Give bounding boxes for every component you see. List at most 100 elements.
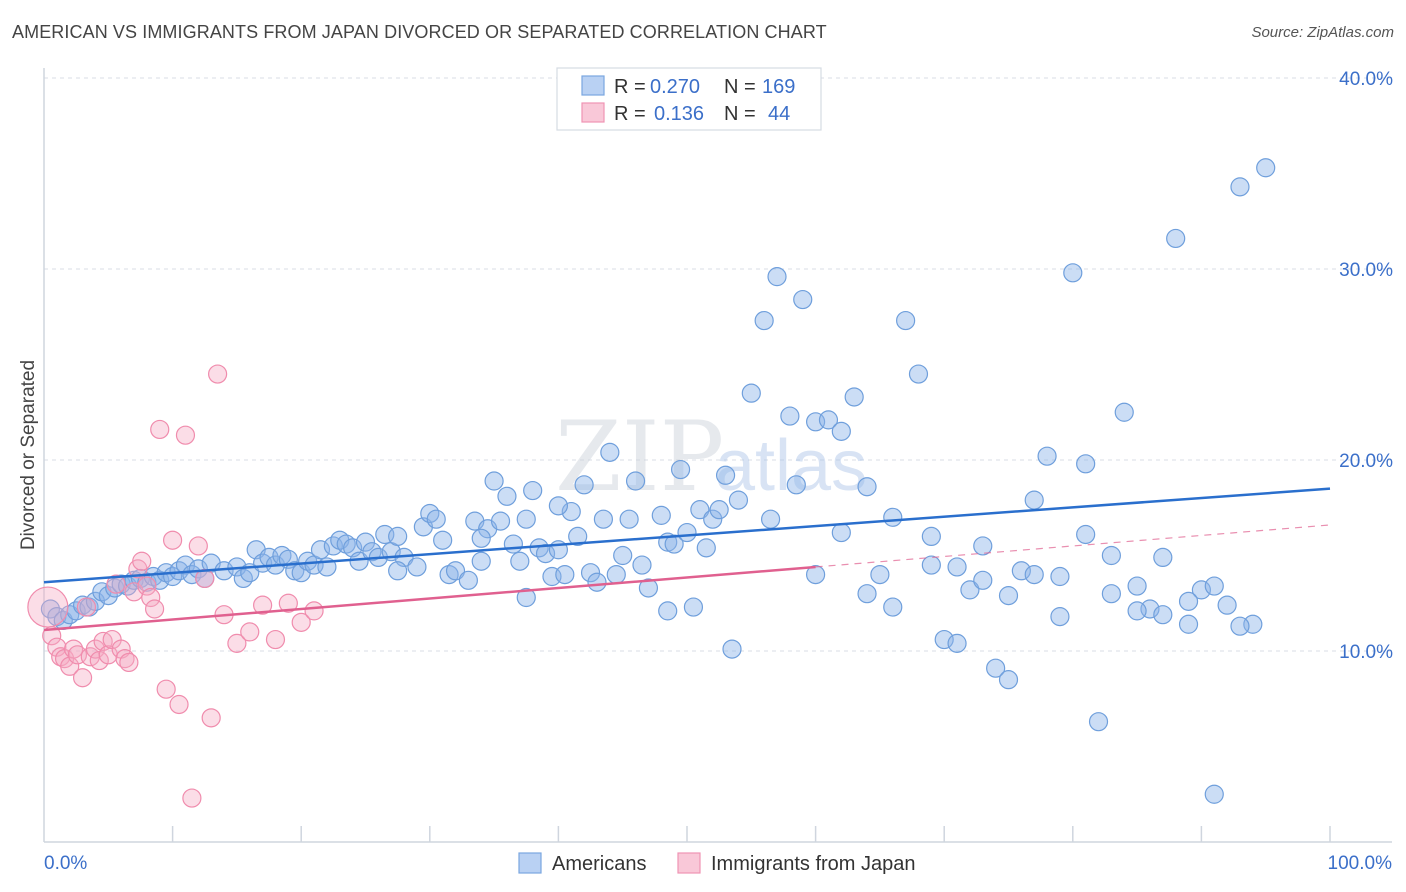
point-americans [754,310,774,331]
point-americans [1037,446,1057,466]
point-americans [921,526,941,547]
watermark: ZIP atlas [555,401,867,513]
point-americans [1101,545,1121,566]
point-japan [163,530,183,550]
point-americans [709,500,729,520]
gridlines [44,77,1392,652]
point-americans [490,511,511,531]
x-tick-label-min: 0.0% [44,853,87,874]
point-americans [471,551,491,571]
point-americans [1076,524,1096,545]
point-americans [831,522,851,543]
point-americans [600,442,620,462]
point-americans [1101,584,1121,604]
point-japan [144,599,165,619]
watermark-zip: ZIP [555,401,724,513]
point-americans [516,509,536,529]
point-americans [947,633,967,653]
legend-r-value-americans: 0.270 [650,76,700,98]
series-japan [27,364,324,808]
y-tick-label: 40.0% [1339,69,1393,90]
point-americans [1127,601,1147,621]
point-americans [1217,595,1237,615]
point-americans [1024,564,1044,585]
point-americans [523,480,543,501]
point-japan [201,708,221,728]
point-americans [510,551,530,571]
point-americans [651,505,671,525]
point-americans [883,597,903,617]
point-japan [169,694,189,715]
point-americans [793,289,813,310]
point-americans [516,587,536,608]
point-japan [265,629,286,650]
point-americans [690,500,710,520]
legend-r-label-japan: R = [614,103,646,125]
point-americans [355,532,376,552]
point-americans [587,572,607,592]
point-americans [896,310,916,331]
trend-line-japan-extrapolated [815,524,1331,568]
point-japan [137,576,157,596]
stats-legend: R = 0.270 N = 169 R = 0.136 N = 44 [556,67,822,131]
point-americans [947,557,967,577]
point-americans [388,561,408,581]
point-americans [728,490,749,510]
point-americans [1256,158,1276,178]
point-americans [433,530,453,550]
point-americans [606,564,626,585]
point-japan [304,601,324,621]
legend-n-label-americans: N = [724,76,756,98]
point-japan [150,419,170,440]
y-tick-label: 10.0% [1339,642,1393,663]
point-americans [580,563,601,583]
point-americans [568,526,588,547]
bottom-legend-label-japan: Immigrants from Japan [711,853,916,875]
point-americans [1230,177,1250,197]
trend-line-americans [43,487,1331,584]
point-americans [1230,616,1250,636]
legend-swatch-japan [581,102,605,123]
x-tick-label-max: 100.0% [1328,853,1393,874]
point-americans [831,421,851,441]
point-americans [870,564,890,585]
point-americans [98,586,118,606]
point-japan [188,536,208,556]
point-japan [141,587,161,608]
bottom-legend-swatch-americans [518,852,542,874]
legend-r-label-americans: R = [614,76,646,98]
point-americans [1024,490,1044,510]
point-americans [696,538,716,558]
y-tick-label: 30.0% [1339,260,1393,281]
trend-line-japan [43,565,816,632]
point-americans [973,570,993,590]
point-americans [497,486,517,506]
series-legend: Americans Immigrants from Japan [518,852,916,875]
point-americans [857,477,877,497]
series-americans [40,158,1276,804]
point-americans [1166,228,1186,249]
point-japan [47,637,67,657]
bottom-legend-label-americans: Americans [552,853,646,875]
point-americans [1050,566,1070,587]
bottom-legend-swatch-japan [677,852,701,874]
legend-n-label-japan: N = [724,103,756,125]
chart-title: AMERICAN VS IMMIGRANTS FROM JAPAN DIVORC… [12,22,827,42]
point-americans [625,471,646,491]
point-americans [310,540,331,560]
legend-n-value-japan: 44 [768,103,790,125]
point-americans [1153,605,1173,625]
point-americans [613,545,633,566]
point-americans [857,584,877,604]
point-japan [27,586,69,628]
point-americans [619,509,639,529]
point-americans [40,599,61,619]
point-americans [786,475,806,495]
point-japan [182,788,202,808]
point-americans [998,670,1019,690]
point-americans [1153,547,1173,568]
point-japan [115,649,135,669]
point-americans [458,570,478,590]
point-americans [670,459,691,480]
y-axis-tick-labels: 10.0% 20.0% 30.0% 40.0% [1339,69,1393,663]
